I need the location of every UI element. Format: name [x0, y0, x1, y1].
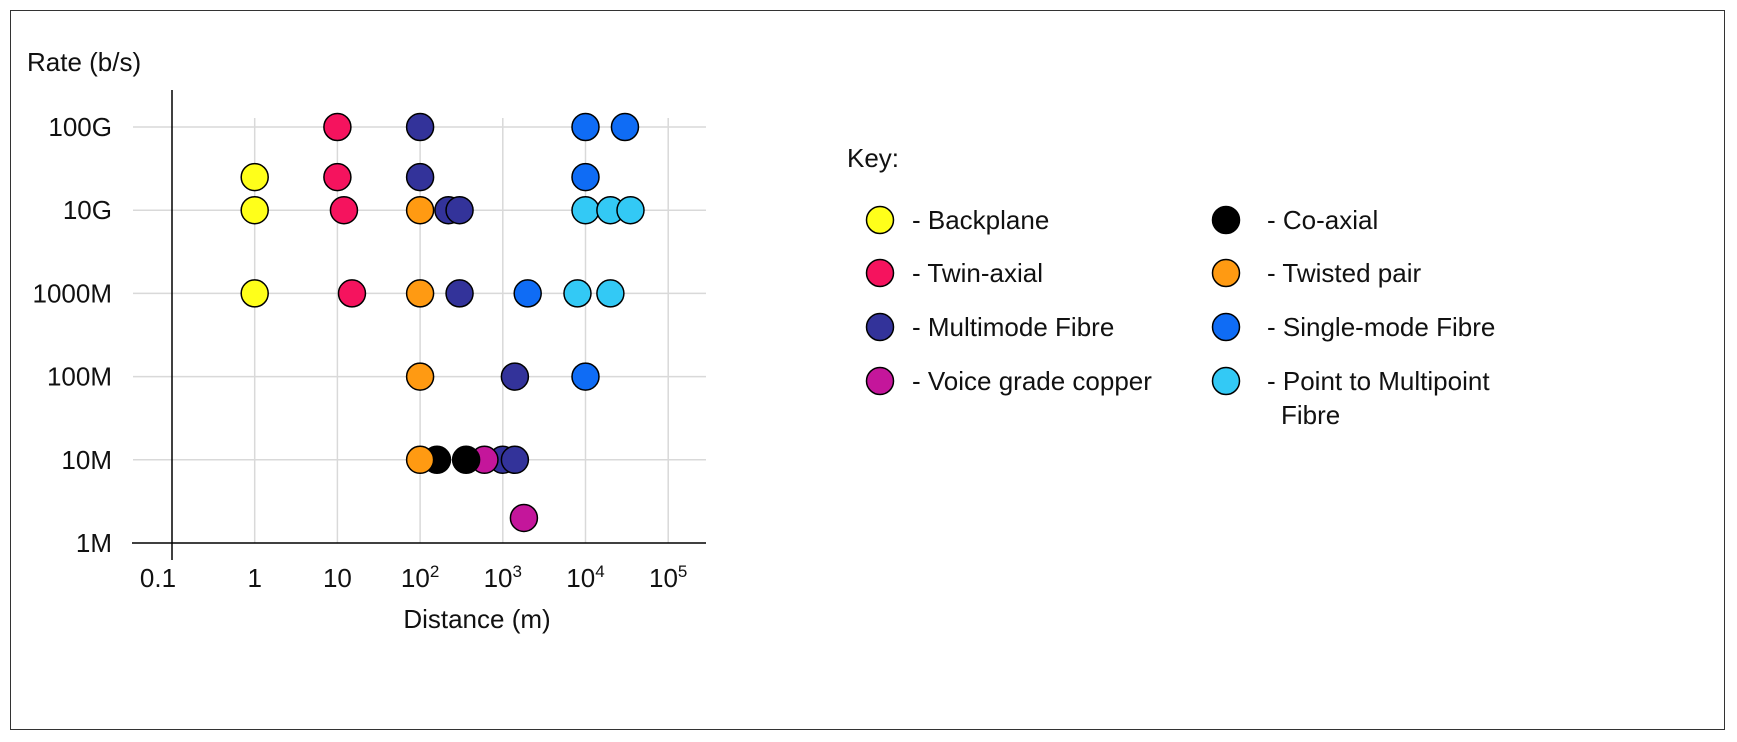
data-point: [571, 195, 600, 225]
data-point: [405, 445, 435, 475]
data-point: [405, 162, 435, 192]
legend-marker: [865, 205, 895, 235]
data-point: [329, 195, 359, 225]
x-tick-exponent: 2: [430, 562, 439, 581]
x-tick-exponent: 5: [678, 562, 687, 581]
legend-label: - Twin-axial: [912, 258, 1043, 288]
legend-marker: [1211, 258, 1241, 288]
data-point: [405, 279, 435, 308]
legend-marker: [865, 258, 895, 288]
legend-marker: [865, 366, 895, 396]
legend-label: - Point to Multipoint: [1267, 366, 1490, 396]
x-tick-exponent: 3: [513, 562, 522, 581]
data-point: [405, 112, 435, 142]
legend-marker: [865, 312, 895, 342]
x-tick-label: 102: [401, 562, 439, 593]
data-point: [405, 195, 435, 225]
data-point: [445, 279, 474, 308]
data-point: [616, 195, 645, 225]
data-point: [596, 279, 625, 308]
data-point: [513, 279, 542, 308]
legend-label: - Co-axial: [1267, 205, 1378, 235]
chart-frame: [10, 10, 1725, 730]
legend-marker: [1211, 312, 1241, 342]
data-point: [240, 279, 269, 308]
data-point: [500, 362, 530, 391]
data-point: [337, 279, 367, 308]
y-tick-label: 100M: [47, 362, 112, 392]
data-points: [240, 112, 645, 533]
data-point: [500, 445, 530, 475]
legend-title: Key:: [847, 143, 899, 173]
x-axis-title: Distance (m): [403, 604, 550, 634]
x-tick-exponent: 4: [595, 562, 604, 581]
data-point: [445, 195, 474, 225]
y-axis-title: Rate (b/s): [27, 47, 141, 77]
x-tick-label: 104: [566, 562, 604, 593]
x-tick-labels: 0.1 1 10 102 103 104 105: [140, 562, 687, 593]
legend: - Backplane - Twin-axial - Multimode Fibre…: [865, 205, 1495, 430]
legend-marker: [1211, 366, 1241, 396]
data-point: [571, 162, 600, 192]
data-point: [571, 112, 600, 142]
y-tick-label: 10M: [61, 445, 112, 475]
data-point: [323, 162, 352, 192]
data-point: [509, 503, 539, 533]
y-tick-label: 1000M: [33, 278, 113, 308]
y-tick-label: 100G: [48, 112, 112, 142]
x-tick-label: 105: [649, 562, 687, 593]
data-point: [323, 112, 352, 142]
legend-label: - Voice grade copper: [912, 366, 1152, 396]
y-tick-label: 10G: [63, 195, 112, 225]
legend-label: - Multimode Fibre: [912, 312, 1114, 342]
data-point: [610, 112, 640, 142]
axes: [132, 90, 706, 560]
x-tick-label: 103: [484, 562, 522, 593]
data-point: [405, 362, 435, 391]
y-tick-label: 1M: [76, 528, 112, 558]
legend-label: - Single-mode Fibre: [1267, 312, 1495, 342]
legend-label: - Backplane: [912, 205, 1049, 235]
legend-label: - Twisted pair: [1267, 258, 1421, 288]
legend-marker: [1211, 205, 1241, 235]
data-point: [240, 195, 269, 225]
data-point: [451, 445, 481, 475]
data-point: [240, 162, 269, 192]
legend-label: Fibre: [1281, 400, 1340, 430]
x-tick-label: 0.1: [140, 563, 176, 593]
y-tick-labels: 1M 10M 100M 1000M 10G 100G: [33, 112, 113, 558]
x-tick-label: 10: [323, 563, 352, 593]
data-point: [563, 279, 592, 308]
data-point: [571, 362, 600, 391]
x-tick-label: 1: [247, 563, 261, 593]
